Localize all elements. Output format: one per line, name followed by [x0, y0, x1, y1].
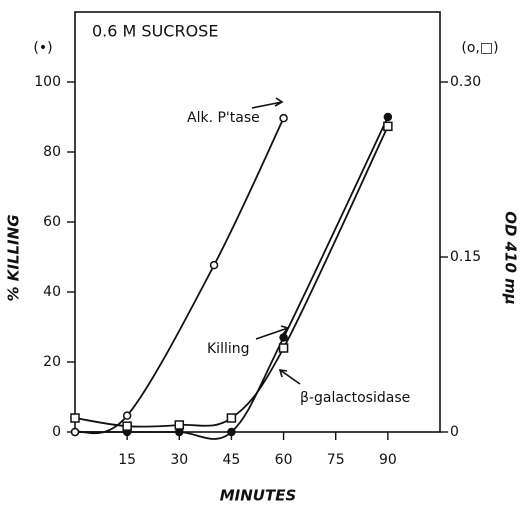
x-tick-label: 60: [275, 452, 293, 468]
x-tick-label: 75: [327, 452, 345, 468]
x-tick-label: 15: [118, 452, 136, 468]
x-tick-label: 30: [170, 452, 188, 468]
data-point: [278, 343, 289, 353]
series-line: [74, 117, 285, 435]
y2-tick-label: 0: [450, 424, 459, 440]
y-tick-label: 0: [52, 424, 61, 440]
y-tick-label: 60: [43, 214, 61, 230]
data-point: [226, 413, 237, 423]
series-label: Killing: [207, 341, 250, 357]
y2-axis-label: OD 410 mμ: [502, 211, 520, 305]
arrow: [251, 97, 284, 109]
series-label: β-galactosidase: [300, 390, 410, 406]
y-key: (•): [33, 40, 52, 56]
y-tick-label: 40: [43, 284, 61, 300]
plot-frame: [74, 11, 441, 433]
series-line: [74, 125, 389, 428]
data-point: [174, 420, 185, 430]
data-point: [209, 260, 219, 270]
data-point: [227, 427, 236, 437]
x-tick-label: 90: [379, 452, 397, 468]
data-point: [122, 411, 132, 420]
y-axis-label: % KILLING: [5, 214, 23, 301]
data-point: [383, 112, 393, 122]
series-label: Alk. P'tase: [187, 110, 260, 126]
arrow: [278, 369, 301, 385]
y-tick-label: 80: [43, 144, 61, 160]
y2-key: (o,□): [461, 40, 498, 56]
y-tick-label: 100: [34, 74, 61, 90]
chart-title: 0.6 M SUCROSE: [92, 22, 218, 41]
data-point: [70, 427, 80, 437]
data-point: [383, 121, 393, 132]
data-point: [122, 421, 132, 431]
x-axis-label: MINUTES: [220, 487, 297, 505]
data-point: [70, 413, 80, 423]
x-tick-label: 45: [223, 452, 241, 468]
y2-tick-label: 0.15: [450, 249, 481, 265]
data-point: [279, 333, 288, 342]
y2-tick-label: 0.30: [450, 74, 481, 90]
data-point: [279, 113, 288, 123]
y-tick-label: 20: [43, 354, 61, 370]
